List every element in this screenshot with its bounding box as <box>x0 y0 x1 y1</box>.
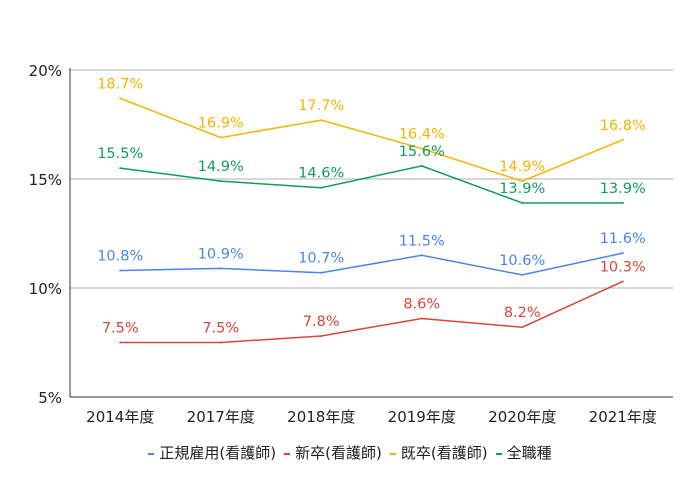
data-point <box>420 147 423 150</box>
data-point <box>521 201 524 204</box>
data-point <box>621 280 624 283</box>
x-tick-label: 2017年度 <box>187 408 255 426</box>
series-line <box>119 97 624 182</box>
data-point <box>420 317 423 320</box>
y-tick-label: 10% <box>29 280 62 298</box>
legend-item: 正規雇用(看護師) <box>148 444 276 462</box>
data-label: 8.2% <box>504 305 541 321</box>
data-label: 13.9% <box>600 181 646 197</box>
legend-label: 正規雇用(看護師) <box>159 444 277 462</box>
data-point <box>219 180 222 183</box>
series-line <box>120 165 623 204</box>
series-line <box>120 252 623 276</box>
y-tick-label: 15% <box>29 171 62 189</box>
data-label: 7.8% <box>303 314 340 330</box>
data-label: 16.9% <box>198 116 244 132</box>
data-point <box>320 186 323 189</box>
data-point <box>219 136 222 139</box>
y-tick-label: 5% <box>38 389 62 407</box>
data-point <box>320 334 323 337</box>
legend-swatch <box>284 452 291 455</box>
data-point <box>320 271 323 274</box>
x-tick-label: 2019年度 <box>388 408 456 426</box>
legend-item: 既卒(看護師) <box>389 444 488 462</box>
data-label: 7.5% <box>102 321 139 337</box>
x-tick-label: 2021年度 <box>589 408 657 426</box>
data-point <box>521 180 524 183</box>
data-point <box>320 119 323 122</box>
data-point <box>119 167 122 170</box>
legend-swatch <box>148 452 155 455</box>
data-point <box>621 252 624 255</box>
series-line <box>120 280 624 344</box>
data-label: 16.4% <box>399 126 445 142</box>
data-point <box>219 341 222 344</box>
data-point <box>420 164 423 167</box>
data-label: 14.9% <box>198 159 244 175</box>
legend-label: 既卒(看護師) <box>400 444 488 462</box>
data-label: 10.7% <box>298 251 344 267</box>
data-label: 14.9% <box>499 159 545 175</box>
data-label: 17.7% <box>298 98 344 114</box>
data-label: 15.6% <box>399 144 445 160</box>
x-tick-label: 2018年度 <box>287 408 355 426</box>
data-label: 16.8% <box>600 118 646 134</box>
legend-swatch <box>389 452 396 455</box>
legend: 正規雇用(看護師) 新卒(看護師) 既卒(看護師) 全職種 <box>0 442 700 463</box>
legend-swatch <box>495 452 502 455</box>
data-point <box>621 138 624 141</box>
data-label: 8.6% <box>403 297 440 313</box>
data-label: 11.5% <box>399 233 445 249</box>
data-label: 15.5% <box>97 146 143 162</box>
data-label: 13.9% <box>499 181 545 197</box>
data-label: 10.3% <box>600 259 646 275</box>
data-point <box>621 201 624 204</box>
data-label: 18.7% <box>97 76 143 92</box>
x-tick-label: 2014年度 <box>86 408 154 426</box>
legend-label: 新卒(看護師) <box>295 444 382 462</box>
data-point <box>420 254 423 257</box>
data-label: 10.8% <box>97 249 143 265</box>
y-tick-label: 20% <box>29 62 62 80</box>
data-label: 14.6% <box>298 166 344 182</box>
data-point <box>119 341 122 344</box>
legend-item: 全職種 <box>495 444 552 462</box>
data-point <box>119 97 122 100</box>
data-label: 10.6% <box>499 253 545 269</box>
x-tick-label: 2020年度 <box>488 408 556 426</box>
data-label: 7.5% <box>202 321 239 337</box>
data-point <box>119 269 122 272</box>
data-label: 10.9% <box>198 246 244 262</box>
data-point <box>521 326 524 329</box>
data-point <box>521 273 524 276</box>
legend-label: 全職種 <box>506 444 552 462</box>
legend-item: 新卒(看護師) <box>284 444 382 462</box>
data-label: 11.6% <box>600 231 646 247</box>
data-point <box>219 267 222 270</box>
